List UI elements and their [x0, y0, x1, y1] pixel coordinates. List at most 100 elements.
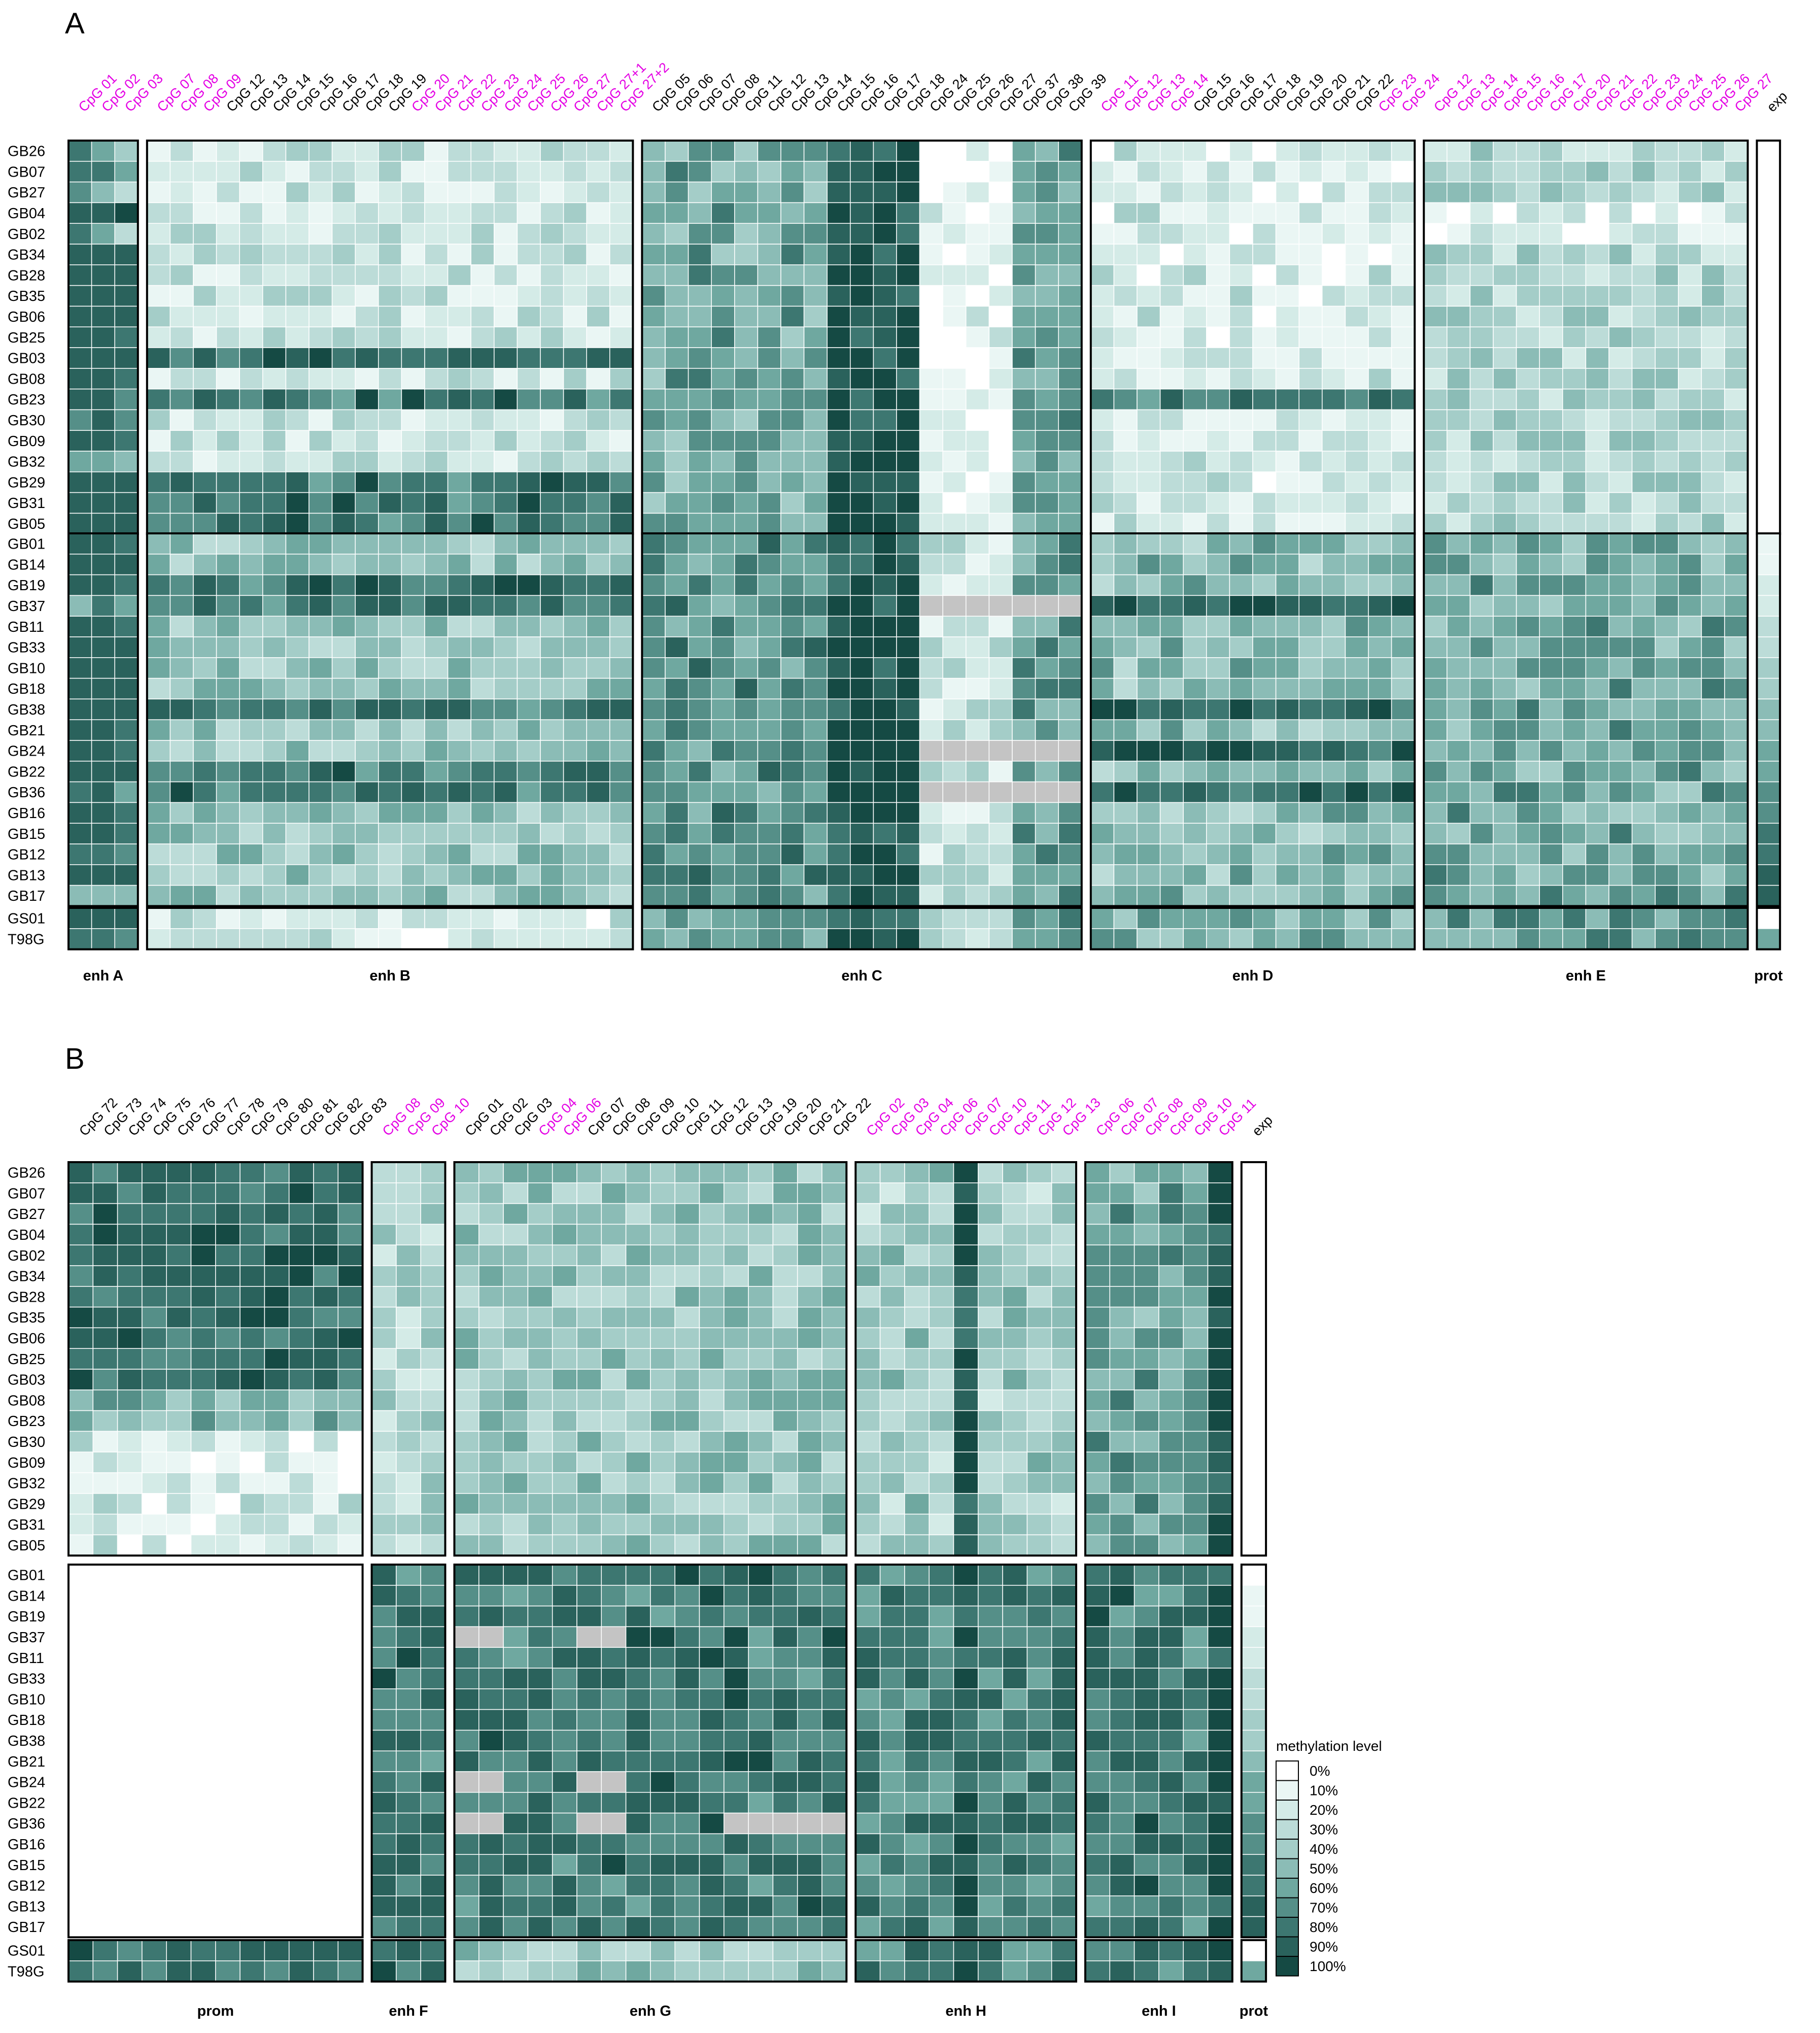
heatmap-cell [147, 388, 171, 411]
heatmap-cell [1090, 595, 1115, 617]
heatmap-cell [797, 1369, 822, 1391]
heatmap-cell [1183, 368, 1207, 390]
heatmap-cell [288, 1792, 314, 1814]
heatmap-cell [1158, 1875, 1184, 1896]
heatmap-cell [1183, 719, 1207, 741]
heatmap-cell [91, 285, 115, 307]
heatmap-cell [699, 1162, 725, 1183]
heatmap-cell [576, 1493, 602, 1515]
heatmap-cell [91, 368, 115, 390]
heatmap-cell [447, 451, 471, 472]
heatmap-cell [117, 1534, 143, 1556]
heatmap-cell [503, 1162, 529, 1183]
heatmap-cell [401, 740, 425, 762]
heatmap-cell [919, 264, 943, 286]
heatmap-cell [1137, 802, 1161, 824]
heatmap-cell [288, 1875, 314, 1896]
heatmap-cell [1090, 326, 1115, 348]
heatmap-cell [1012, 698, 1036, 720]
heatmap-cell [193, 223, 217, 245]
heatmap-cell [1058, 781, 1082, 803]
heatmap-cell [757, 781, 781, 803]
heatmap-cell [147, 843, 171, 865]
heatmap-cell [470, 885, 495, 907]
heatmap-cell [147, 244, 171, 265]
heatmap-cell [1252, 285, 1277, 307]
heatmap-cell [1345, 781, 1369, 803]
heatmap-cell [1562, 595, 1587, 617]
heatmap-cell [929, 1162, 954, 1183]
heatmap-cell [1058, 202, 1082, 224]
heatmap-cell [1134, 1162, 1159, 1183]
heatmap-cell [1368, 802, 1392, 824]
heatmap-cell [503, 1182, 529, 1204]
heatmap-cell [1058, 823, 1082, 844]
heatmap-cell [1585, 492, 1609, 514]
heatmap-cell [929, 1854, 954, 1876]
heatmap-cell [1423, 368, 1448, 390]
heatmap-cell [1183, 1472, 1209, 1494]
heatmap-cell [1109, 1306, 1135, 1329]
heatmap-cell [674, 1730, 700, 1751]
heatmap-cell [355, 823, 379, 844]
heatmap-cell [527, 1203, 553, 1225]
heatmap-cell [447, 430, 471, 452]
heatmap-cell [1539, 223, 1563, 245]
heatmap-cell [1026, 1812, 1052, 1835]
heatmap-cell [803, 347, 828, 369]
heatmap-cell [190, 1493, 216, 1515]
heatmap-cell [517, 285, 541, 307]
heatmap-cell [1322, 492, 1346, 514]
heatmap-cell [1252, 719, 1277, 741]
heatmap-cell [285, 740, 310, 762]
heatmap-cell [308, 140, 333, 162]
heatmap-cell [1539, 781, 1563, 803]
heatmap-cell [264, 1265, 290, 1287]
heatmap-cell [929, 1895, 954, 1917]
heatmap-cell [780, 347, 805, 369]
heatmap-cell [734, 347, 759, 369]
heatmap-cell [285, 885, 310, 907]
heatmap-cell [966, 388, 990, 411]
heatmap-cell [896, 264, 920, 286]
heatmap-cell [478, 1709, 504, 1731]
heatmap-cell [1035, 202, 1059, 224]
heatmap-cell [216, 244, 240, 265]
heatmap-cell [503, 1369, 529, 1391]
heatmap-cell [355, 306, 379, 327]
heatmap-cell [262, 513, 287, 534]
heatmap-cell [503, 1626, 529, 1648]
heatmap-cell [166, 1327, 192, 1349]
heatmap-cell [1539, 326, 1563, 348]
heatmap-cell [239, 1792, 265, 1814]
heatmap-cell [92, 1585, 118, 1607]
heatmap-cell [563, 533, 587, 555]
heatmap-cell [424, 928, 449, 950]
heatmap-cell [1252, 471, 1277, 493]
heatmap-cell [821, 1895, 847, 1917]
heatmap-cell [665, 347, 689, 369]
heatmap-cell [850, 554, 874, 575]
heatmap-cell [1090, 223, 1115, 245]
heatmap-cell [371, 1534, 397, 1556]
heatmap-cell [1756, 533, 1780, 555]
heatmap-cell [262, 657, 287, 679]
heatmap-cell [734, 430, 759, 452]
heatmap-cell [1631, 244, 1656, 265]
row-label: GB16 [8, 1837, 45, 1853]
heatmap-cell [1012, 885, 1036, 907]
panel-b-heatmap: GB26GB07GB27GB04GB02GB34GB28GB35GB06GB25… [8, 1095, 1276, 2019]
heatmap-cell [396, 1668, 421, 1689]
heatmap-cell [988, 761, 1013, 783]
heatmap-cell [447, 616, 471, 637]
heatmap-cell [337, 1668, 363, 1689]
heatmap-cell [447, 471, 471, 493]
heatmap-cell [1585, 285, 1609, 307]
heatmap-cell [942, 677, 967, 700]
heatmap-cell [1493, 823, 1517, 844]
heatmap-cell [313, 1410, 339, 1432]
heatmap-cell [169, 885, 194, 907]
heatmap-cell [609, 533, 634, 555]
heatmap-cell [1113, 885, 1138, 907]
heatmap-cell [1724, 368, 1748, 390]
